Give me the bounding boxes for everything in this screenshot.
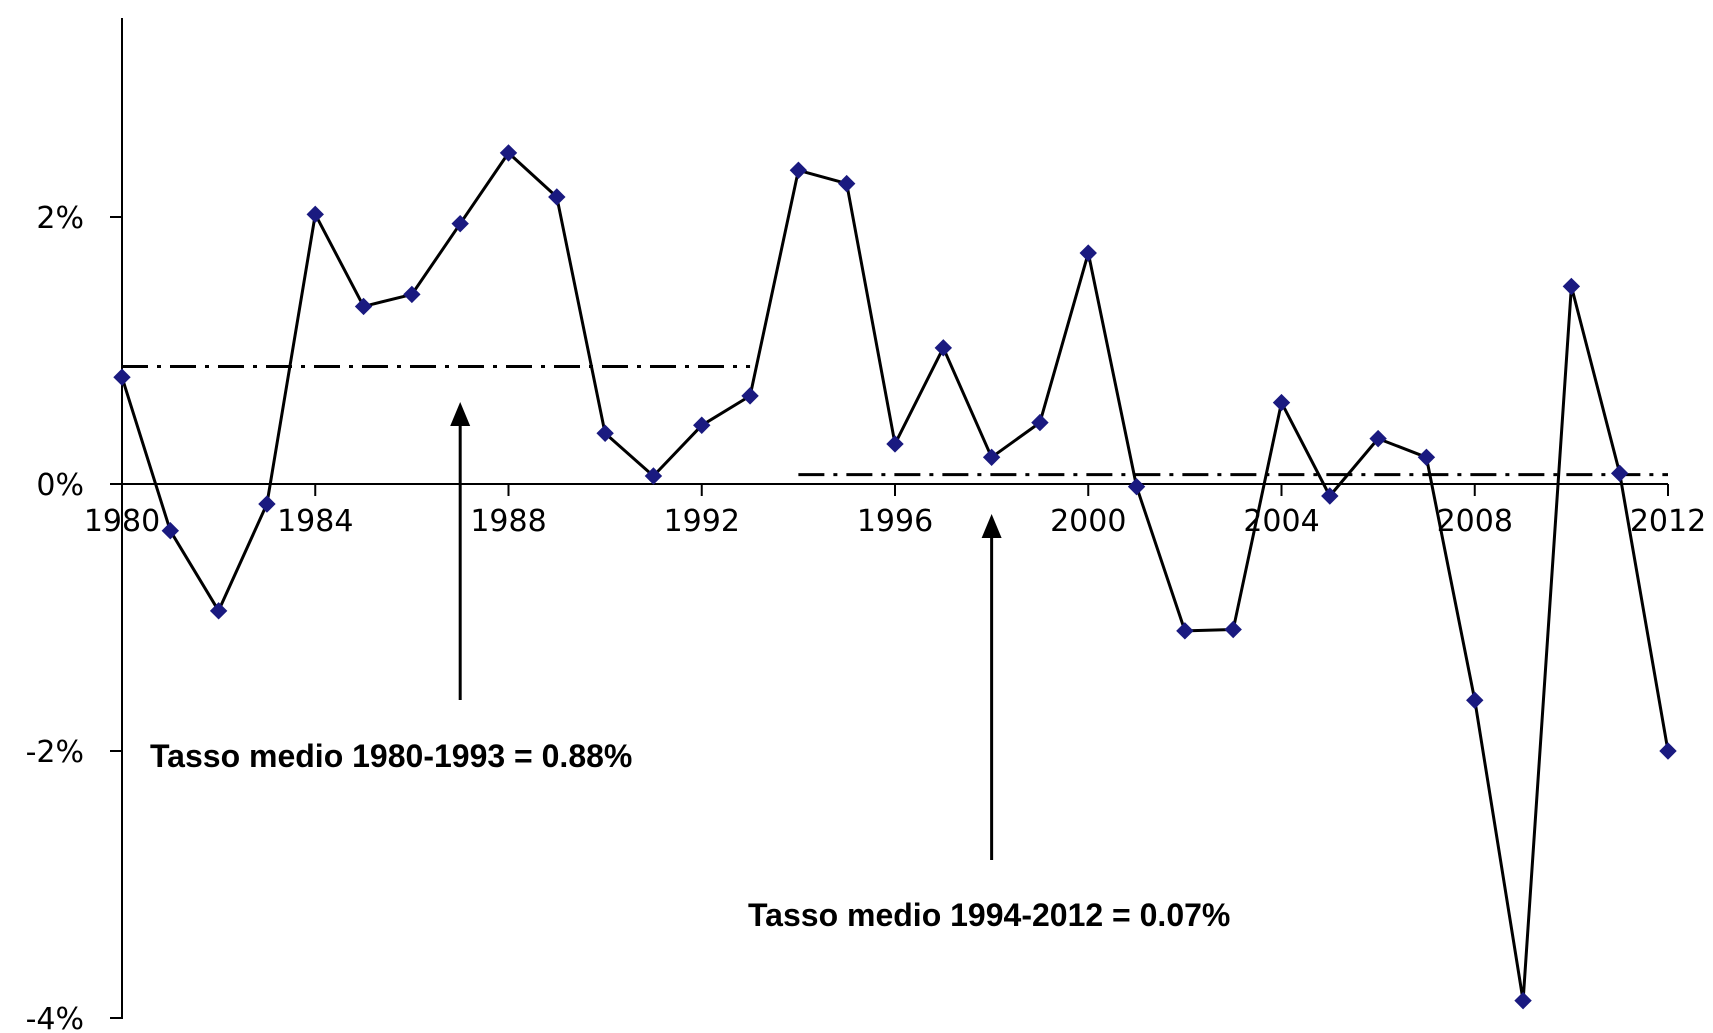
data-point: [1321, 487, 1339, 505]
x-tick-label: 1980: [84, 504, 160, 539]
data-point: [403, 285, 421, 304]
annotation-1980-1993: Tasso medio 1980-1993 = 0.88%: [150, 738, 632, 774]
data-point: [934, 339, 953, 357]
series-group: [113, 144, 1677, 1010]
data-point: [693, 416, 711, 434]
data-point: [161, 522, 180, 540]
x-tick-label: 1996: [857, 504, 933, 539]
annotation-arrow-head: [450, 402, 471, 426]
data-point: [596, 424, 614, 442]
data-point: [886, 435, 904, 453]
data-point: [1079, 244, 1097, 262]
data-point: [1224, 620, 1242, 639]
data-point: [113, 368, 131, 386]
data-point: [354, 297, 373, 316]
data-point: [306, 205, 324, 224]
y-tick-label: 0%: [36, 468, 84, 503]
axes: -4%-2%0%2%1980 1984 1988 1992 1996 2000 2004 20…: [26, 18, 1706, 1033]
data-point: [1031, 413, 1049, 432]
data-point: [258, 495, 276, 513]
average-reference-lines: [122, 365, 1668, 477]
x-tick-label: 1984: [277, 504, 353, 539]
y-tick-label: -2%: [26, 735, 84, 770]
data-point: [789, 161, 808, 179]
data-point: [499, 144, 518, 162]
data-point: [982, 448, 1001, 467]
x-tick-label: 2000: [1050, 504, 1126, 539]
data-point: [644, 467, 663, 485]
data-point: [1176, 622, 1194, 640]
data-point: [837, 174, 856, 193]
data-point: [741, 387, 759, 405]
data-point: [451, 214, 469, 233]
series-line: [120, 151, 1670, 1003]
y-tick-label: -4%: [26, 1002, 84, 1033]
x-tick-label: 2008: [1437, 504, 1513, 539]
data-point: [548, 188, 566, 206]
annotation-arrow-head: [981, 514, 1002, 538]
x-tick-label: 1992: [664, 504, 740, 539]
y-tick-label: 2%: [36, 201, 84, 236]
data-point: [1369, 429, 1387, 448]
data-point: [1272, 393, 1291, 412]
x-tick-label: 2012: [1630, 504, 1706, 539]
data-point: [1610, 464, 1629, 483]
data-point: [209, 602, 228, 620]
annotation-1994-2012: Tasso medio 1994-2012 = 0.07%: [748, 897, 1230, 933]
data-point: [1127, 477, 1146, 496]
annotations: Tasso medio 1980-1993 = 0.88% Tasso medi…: [150, 402, 1230, 933]
data-point: [1466, 691, 1484, 709]
data-point: [1417, 448, 1436, 467]
data-point: [1659, 742, 1677, 760]
data-point: [1514, 991, 1532, 1010]
x-tick-label: 1988: [470, 504, 546, 539]
data-point: [1562, 277, 1581, 296]
